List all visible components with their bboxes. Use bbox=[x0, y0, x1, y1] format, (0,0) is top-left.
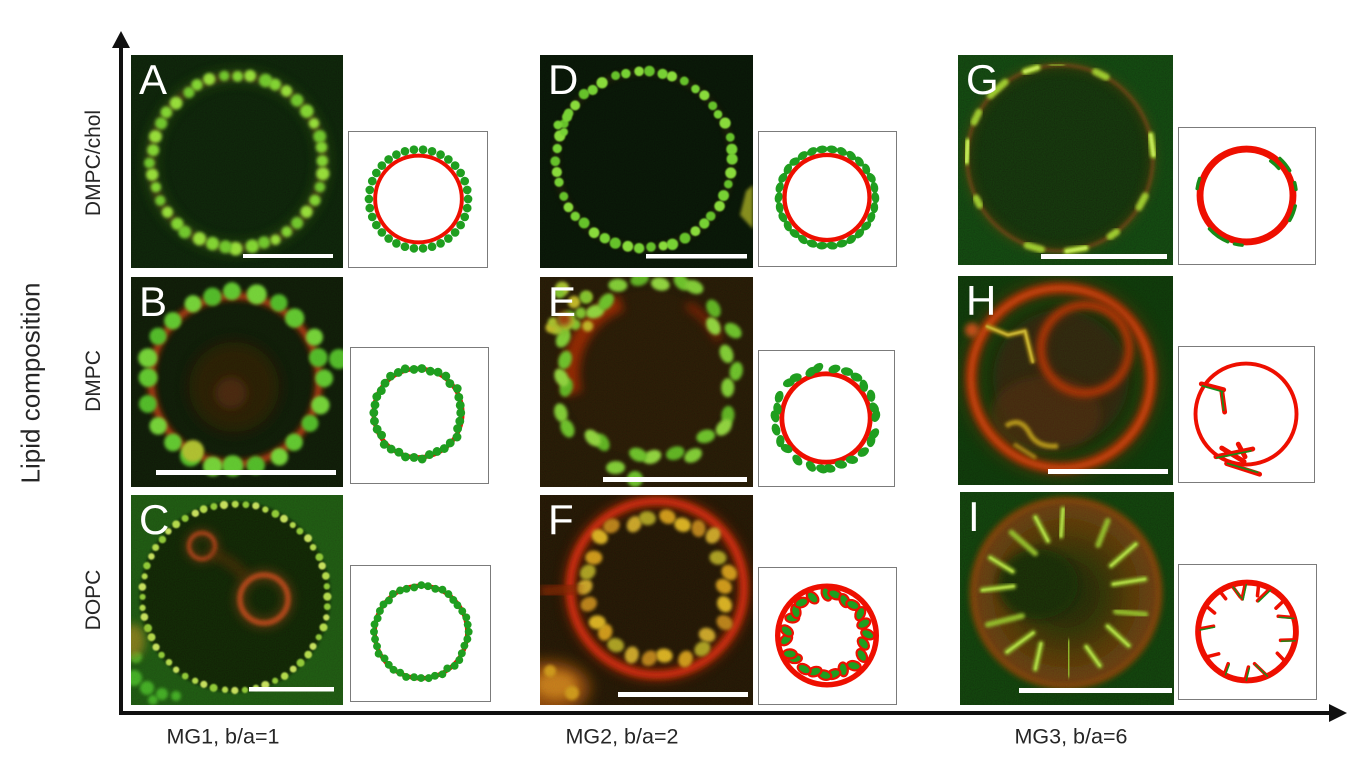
panel-h-letter: H bbox=[966, 277, 997, 324]
row-label-dopc: DOPC bbox=[82, 569, 105, 631]
column-label-mg2: MG2, b/a=2 bbox=[565, 724, 679, 749]
panel-b-schematic-inset bbox=[350, 347, 489, 484]
panel-d-schematic-inset bbox=[758, 131, 897, 267]
panel-d-letter: D bbox=[548, 56, 579, 103]
panel-c-micrograph: C bbox=[131, 495, 343, 705]
y-axis-line bbox=[119, 46, 123, 714]
panel-h-schematic-inset bbox=[1178, 346, 1315, 483]
x-axis-arrowhead-icon bbox=[1329, 704, 1347, 722]
panel-h-image bbox=[958, 276, 1173, 485]
panel-e-schematic-inset bbox=[758, 350, 895, 487]
panel-g-image bbox=[958, 55, 1173, 265]
panel-g-schematic bbox=[1195, 145, 1298, 247]
panel-b-micrograph: B bbox=[131, 277, 343, 487]
panel-i-schematic-inset bbox=[1178, 564, 1317, 700]
y-axis-title: Lipid composition bbox=[15, 282, 46, 484]
panel-d-micrograph: D bbox=[540, 55, 753, 268]
panel-f-image bbox=[540, 495, 753, 705]
panel-a-schematic bbox=[364, 145, 473, 253]
panel-d-schematic bbox=[774, 145, 880, 250]
row-label-dmpc: DMPC bbox=[82, 350, 105, 412]
panel-e-letter: E bbox=[548, 278, 577, 325]
panel-g-letter: G bbox=[966, 56, 999, 103]
panel-a-schematic-inset bbox=[348, 131, 488, 268]
x-axis-line bbox=[119, 711, 1330, 715]
panel-b-schematic bbox=[369, 364, 466, 464]
panel-a-image bbox=[131, 55, 343, 268]
panel-d-image bbox=[540, 55, 753, 268]
panel-h-micrograph: H bbox=[958, 276, 1173, 485]
panel-a-micrograph: A bbox=[131, 55, 343, 268]
panel-h-schematic bbox=[1193, 361, 1299, 477]
panel-i-letter: I bbox=[968, 493, 980, 540]
panel-i-micrograph: I bbox=[960, 492, 1174, 705]
panel-c-schematic-inset bbox=[350, 565, 491, 702]
panel-b-image bbox=[131, 277, 343, 487]
panel-e-micrograph: E bbox=[540, 277, 753, 487]
panel-f-letter: F bbox=[548, 496, 574, 543]
panel-e-schematic bbox=[770, 362, 881, 474]
panel-c-letter: C bbox=[139, 496, 170, 543]
panel-c-schematic bbox=[370, 581, 473, 683]
column-label-mg3: MG3, b/a=6 bbox=[1014, 724, 1128, 749]
column-label-mg1: MG1, b/a=1 bbox=[166, 724, 280, 749]
panel-g-schematic-inset bbox=[1178, 127, 1316, 265]
panel-a-letter: A bbox=[139, 56, 168, 103]
panel-g-micrograph: G bbox=[958, 55, 1173, 265]
row-label-dmpc-chol: DMPC/chol bbox=[82, 109, 105, 217]
panel-i-schematic bbox=[1195, 579, 1299, 684]
panel-i-image bbox=[960, 492, 1174, 705]
panel-b-letter: B bbox=[139, 278, 168, 325]
y-axis-arrowhead-icon bbox=[112, 31, 130, 48]
panel-f-micrograph: F bbox=[540, 495, 753, 705]
panel-f-schematic bbox=[775, 583, 879, 688]
panel-e-image bbox=[540, 277, 753, 487]
panel-f-schematic-inset bbox=[758, 567, 897, 705]
panel-c-image bbox=[131, 495, 343, 705]
